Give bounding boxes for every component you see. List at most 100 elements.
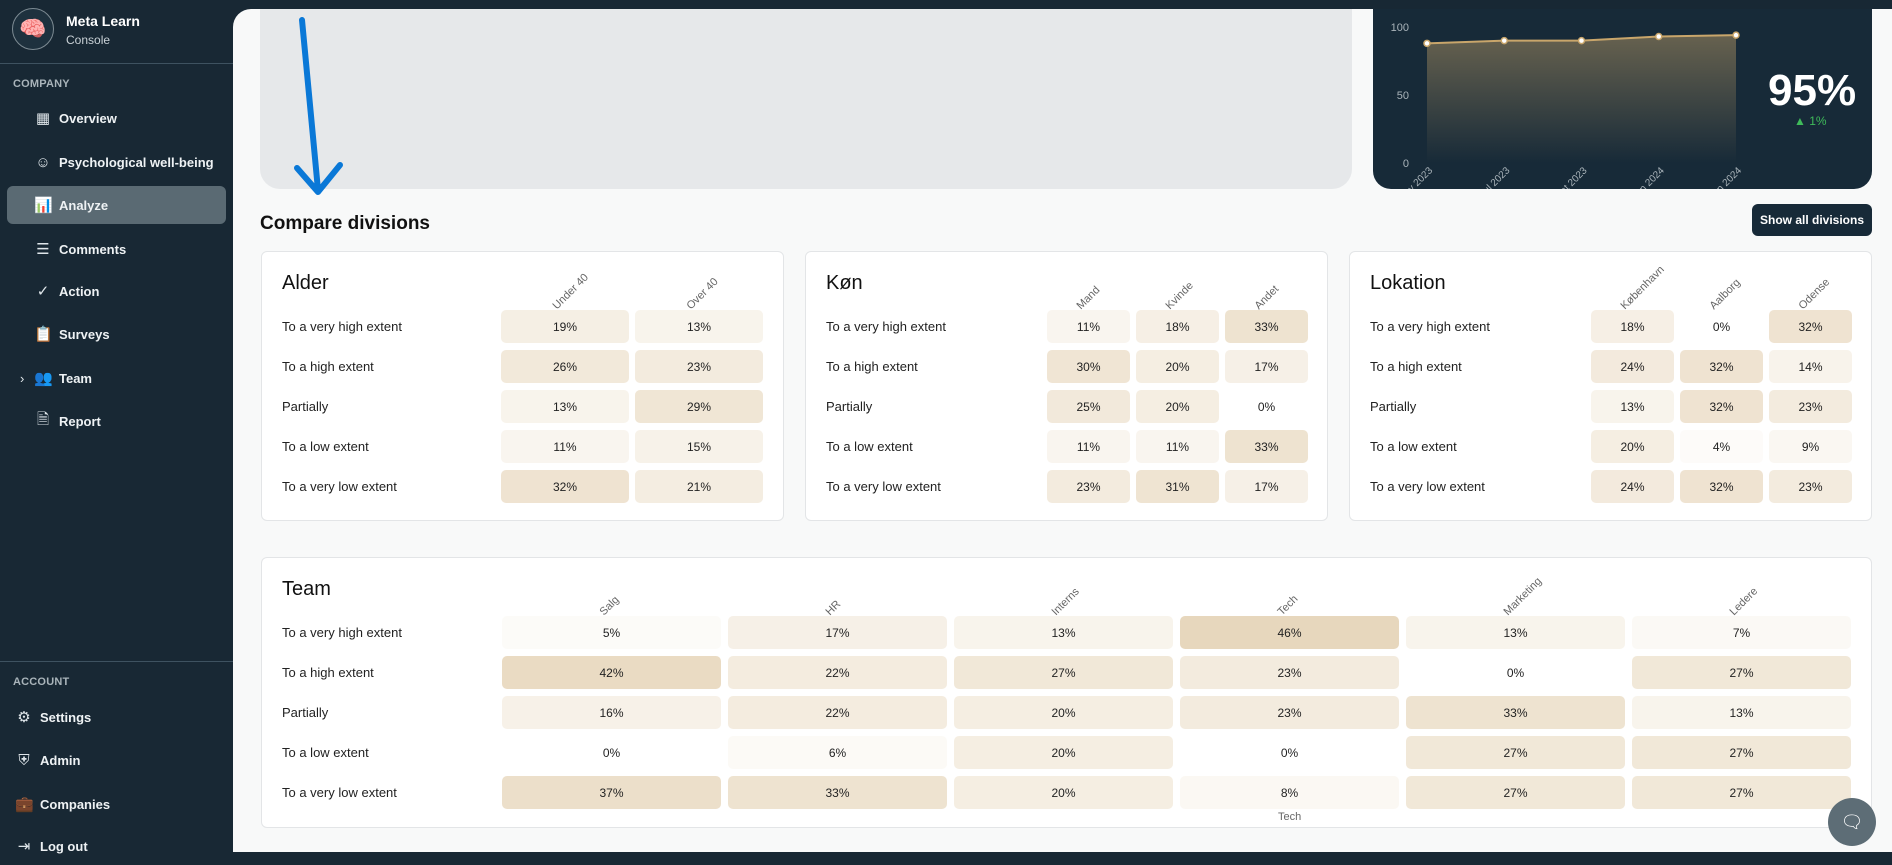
value-cell[interactable]: 27%: [1632, 656, 1851, 689]
value-cell[interactable]: 0%: [1712, 319, 1731, 334]
value-cell[interactable]: 46%: [1180, 616, 1399, 649]
value-cell[interactable]: 8%: [1180, 776, 1399, 809]
value-cell[interactable]: 29%: [635, 390, 763, 423]
row-label: To a very high extent: [826, 319, 946, 334]
value-cell[interactable]: 37%: [502, 776, 721, 809]
value-cell[interactable]: 6%: [728, 736, 947, 769]
value-cell[interactable]: 33%: [1406, 696, 1625, 729]
value-cell[interactable]: 11%: [1136, 430, 1219, 463]
value-cell[interactable]: 23%: [1047, 470, 1130, 503]
value-cell[interactable]: 21%: [635, 470, 763, 503]
value-cell[interactable]: 20%: [1591, 430, 1674, 463]
value-cell[interactable]: 15%: [635, 430, 763, 463]
row-label: To a high extent: [1370, 359, 1462, 374]
column-header: Aalborg: [1707, 276, 1743, 312]
value-cell[interactable]: 18%: [1591, 310, 1674, 343]
chevron-right-icon[interactable]: ›: [20, 370, 25, 386]
value-cell[interactable]: 0%: [1280, 745, 1299, 760]
bar-chart-icon: 📊: [34, 197, 53, 214]
value-cell[interactable]: 32%: [501, 470, 629, 503]
sidebar-item-psychological-well-being[interactable]: ☺ Psychological well-being: [7, 143, 226, 181]
value-cell[interactable]: 4%: [1680, 430, 1763, 463]
sidebar-item-analyze[interactable]: 📊 Analyze: [7, 186, 226, 224]
value-cell[interactable]: 30%: [1047, 350, 1130, 383]
value-cell[interactable]: 19%: [501, 310, 629, 343]
arrow-down-annotation-icon: [294, 17, 343, 195]
value-cell[interactable]: 7%: [1632, 616, 1851, 649]
value-cell[interactable]: 23%: [1769, 390, 1852, 423]
value-cell[interactable]: 33%: [728, 776, 947, 809]
value-cell[interactable]: 13%: [1591, 390, 1674, 423]
value-cell[interactable]: 33%: [1225, 430, 1308, 463]
value-cell[interactable]: 23%: [1180, 696, 1399, 729]
value-cell[interactable]: 13%: [1632, 696, 1851, 729]
sidebar-item-label: Report: [59, 413, 101, 429]
value-cell[interactable]: 11%: [1047, 310, 1130, 343]
value-cell[interactable]: 18%: [1136, 310, 1219, 343]
sidebar-item-label: Settings: [40, 709, 92, 725]
value-cell[interactable]: 27%: [1632, 776, 1851, 809]
value-cell[interactable]: 20%: [954, 696, 1173, 729]
value-cell[interactable]: 16%: [502, 696, 721, 729]
value-cell[interactable]: 42%: [502, 656, 721, 689]
value-cell[interactable]: 11%: [501, 430, 629, 463]
value-cell[interactable]: 13%: [1406, 616, 1625, 649]
section-title: Compare divisions: [260, 213, 430, 234]
value-cell[interactable]: 0%: [1506, 665, 1525, 680]
sidebar-item-companies[interactable]: 💼 Companies: [7, 785, 226, 823]
sidebar-item-overview[interactable]: ▦ Overview: [7, 99, 226, 137]
value-cell[interactable]: 23%: [635, 350, 763, 383]
row-label: To a very low extent: [282, 479, 397, 494]
sidebar-item-surveys[interactable]: 📋 Surveys: [7, 315, 226, 353]
value-cell[interactable]: 13%: [954, 616, 1173, 649]
x-tick-label: Jan 2024: [1707, 165, 1744, 189]
value-cell[interactable]: 27%: [1406, 736, 1625, 769]
value-cell[interactable]: 24%: [1591, 350, 1674, 383]
value-cell[interactable]: 32%: [1680, 350, 1763, 383]
value-cell[interactable]: 23%: [1180, 656, 1399, 689]
value-cell[interactable]: 20%: [1136, 350, 1219, 383]
value-cell[interactable]: 31%: [1136, 470, 1219, 503]
value-cell[interactable]: 33%: [1225, 310, 1308, 343]
value-cell[interactable]: 22%: [728, 696, 947, 729]
row-label: To a high extent: [826, 359, 918, 374]
sidebar-item-team[interactable]: › 👥 Team: [7, 359, 226, 397]
chat-button[interactable]: 🗨: [1828, 798, 1876, 846]
data-point: [1577, 36, 1586, 45]
logout-icon: ⇥: [17, 838, 31, 855]
value-cell[interactable]: 20%: [1136, 390, 1219, 423]
value-cell[interactable]: 32%: [1769, 310, 1852, 343]
value-cell[interactable]: 17%: [1225, 470, 1308, 503]
sidebar-item-comments[interactable]: ☰ Comments: [7, 230, 226, 268]
value-cell[interactable]: 17%: [1225, 350, 1308, 383]
value-cell[interactable]: 9%: [1769, 430, 1852, 463]
value-cell[interactable]: 24%: [1591, 470, 1674, 503]
value-cell[interactable]: 26%: [501, 350, 629, 383]
value-cell[interactable]: 27%: [1406, 776, 1625, 809]
value-cell[interactable]: 20%: [954, 776, 1173, 809]
sidebar-item-log-out[interactable]: ⇥ Log out: [7, 827, 226, 865]
value-cell[interactable]: 14%: [1769, 350, 1852, 383]
value-cell[interactable]: 27%: [1632, 736, 1851, 769]
value-cell[interactable]: 32%: [1680, 470, 1763, 503]
row-label: To a high extent: [282, 359, 374, 374]
value-cell[interactable]: 32%: [1680, 390, 1763, 423]
sidebar-item-report[interactable]: 🗎 Report: [7, 402, 226, 440]
value-cell[interactable]: 11%: [1047, 430, 1130, 463]
sidebar-item-action[interactable]: ✓ Action: [7, 272, 226, 310]
value-cell[interactable]: 5%: [502, 616, 721, 649]
value-cell[interactable]: 23%: [1769, 470, 1852, 503]
value-cell[interactable]: 0%: [602, 745, 621, 760]
value-cell[interactable]: 13%: [501, 390, 629, 423]
value-cell[interactable]: 20%: [954, 736, 1173, 769]
value-cell[interactable]: 22%: [728, 656, 947, 689]
value-cell[interactable]: 17%: [728, 616, 947, 649]
show-all-divisions-button[interactable]: Show all divisions: [1752, 204, 1872, 236]
value-cell[interactable]: 25%: [1047, 390, 1130, 423]
value-cell[interactable]: 13%: [635, 310, 763, 343]
value-cell[interactable]: 27%: [954, 656, 1173, 689]
column-header: Tech: [1275, 593, 1300, 618]
value-cell[interactable]: 0%: [1257, 399, 1276, 414]
sidebar-item-settings[interactable]: ⚙ Settings: [7, 698, 226, 736]
sidebar-item-admin[interactable]: ⛨ Admin: [7, 741, 226, 779]
